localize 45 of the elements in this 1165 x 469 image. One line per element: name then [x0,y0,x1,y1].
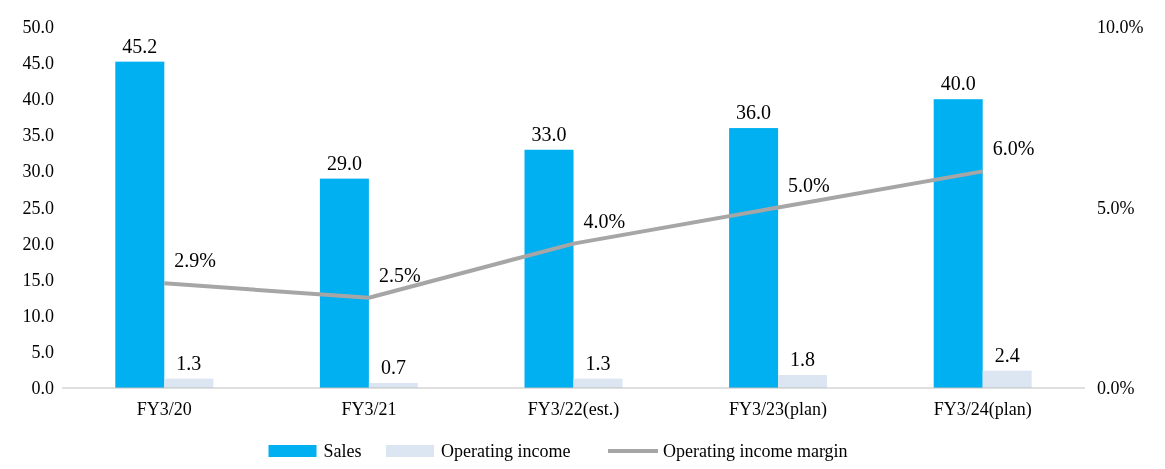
data-label: 4.0% [583,209,626,232]
bar [524,149,574,388]
x-tick-label: FY3/23(plan) [729,399,828,420]
data-label: 1.3 [585,351,611,374]
y-tick-label: 5.0 [31,341,54,362]
data-label: 2.9% [174,249,216,272]
y2-tick-label: 5.0% [1097,197,1135,218]
y-tick-label: 45.0 [22,53,54,74]
x-tick-label: FY3/21 [341,399,397,419]
data-label: 0.7 [380,355,406,378]
x-tick-label: FY3/20 [136,399,192,419]
y-tick-label: 0.0 [31,378,54,398]
bar [778,375,828,388]
y2-tick-label: 10.0% [1097,17,1144,37]
bar [319,178,369,388]
bar [982,370,1032,388]
x-tick-label: FY3/24(plan) [933,399,1032,420]
data-label: 1.3 [176,351,202,374]
data-label: 40.0 [940,72,976,95]
y-tick-label: 40.0 [22,89,54,110]
x-tick-label: FY3/22(est.) [527,399,620,420]
y-tick-label: 25.0 [22,197,54,218]
data-label: 36.0 [736,101,772,124]
bar [933,99,983,388]
bar [729,128,779,388]
y-tick-label: 10.0 [22,305,54,326]
legend-label: Sales [323,441,362,461]
data-label: 6.0% [992,137,1035,160]
data-label: 2.5% [378,263,421,286]
data-label: 5.0% [788,173,830,196]
legend-label: Operating income [441,441,571,461]
bar [115,61,165,388]
y-tick-label: 20.0 [22,233,54,254]
data-label: 45.2 [122,34,158,57]
data-label: 33.0 [531,122,567,145]
line-series [162,169,985,300]
y2-tick-label: 0.0% [1097,378,1135,398]
data-label: 2.4 [994,343,1020,366]
data-label: 29.0 [326,151,362,174]
legend-label: Operating income margin [663,441,848,461]
y-tick-label: 35.0 [22,125,54,146]
y-tick-label: 30.0 [22,161,54,182]
data-label: 1.8 [790,348,816,370]
y-tick-label: 50.0 [22,17,54,37]
y-tick-label: 15.0 [22,269,54,290]
